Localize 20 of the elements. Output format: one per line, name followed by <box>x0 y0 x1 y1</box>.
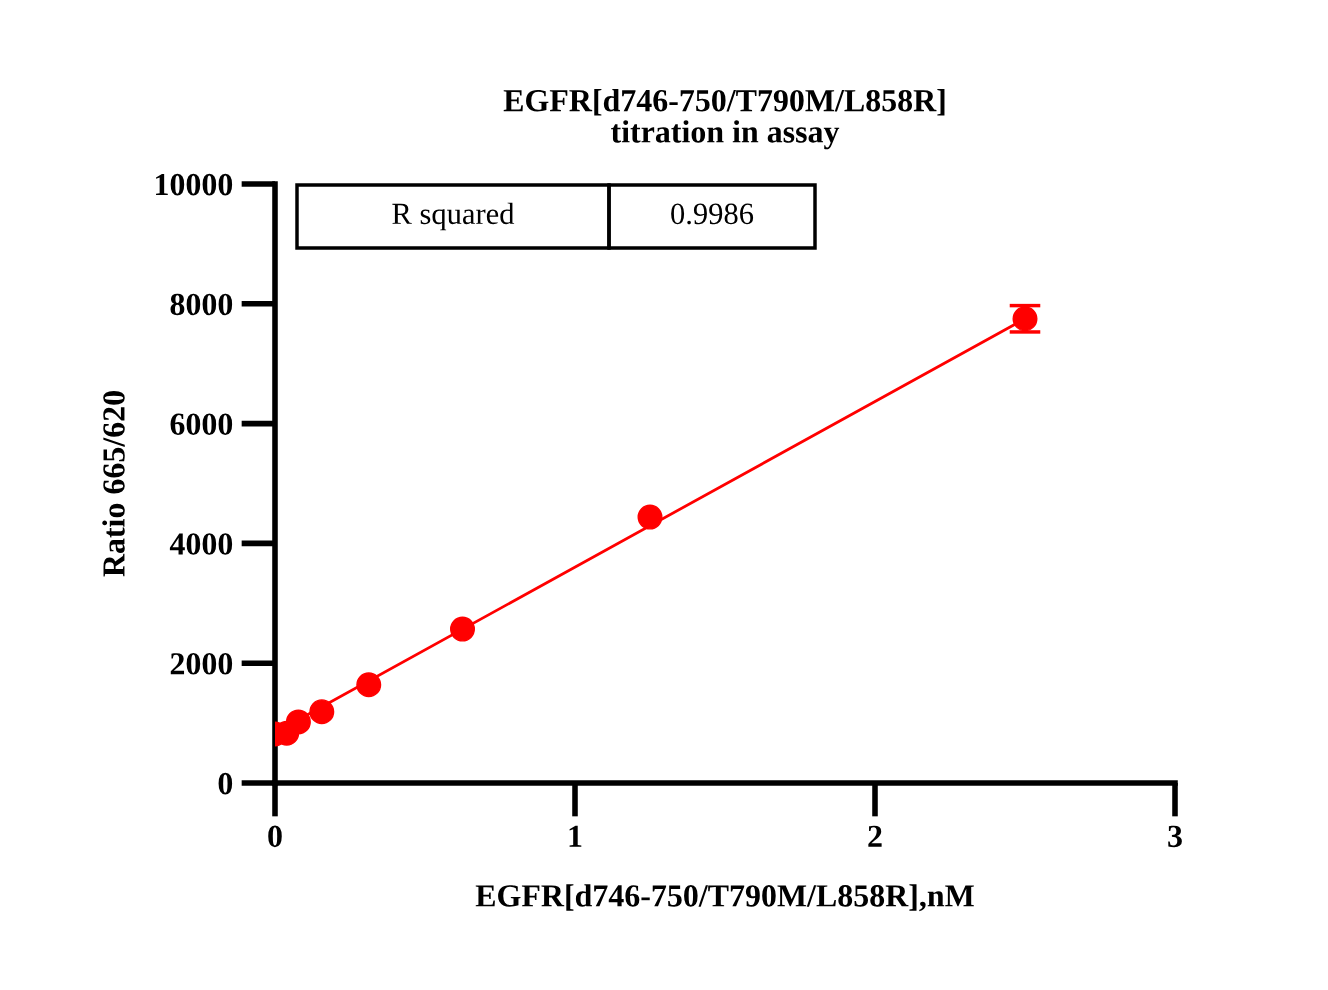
annotation: R squared <box>392 202 515 231</box>
x-tick-label: 2 <box>868 825 882 847</box>
annotation: 0.9986 <box>671 203 754 225</box>
x-tick-label: 1 <box>569 825 582 847</box>
y-tick-label: 2000 <box>170 653 233 675</box>
x-tick-label: 3 <box>1168 825 1182 848</box>
point <box>356 672 382 698</box>
x-axis-title: EGFR[d746-750/T790M/L858R],nM <box>475 884 974 912</box>
y-tick-label: 4000 <box>169 533 233 555</box>
point <box>637 504 663 530</box>
point <box>285 709 311 735</box>
point <box>309 699 335 725</box>
y-tick-label: 8000 <box>170 293 233 316</box>
x-tick-label: 0 <box>268 825 282 848</box>
point <box>449 616 476 642</box>
chart-title: EGFR[d746-750/T790M/L858R] titration in assay <box>503 88 945 150</box>
y-tick-label: 0 <box>218 772 233 795</box>
y-axis-title: Ratio 665/620 <box>102 391 125 577</box>
y-tick-label: 6000 <box>170 413 233 435</box>
y-tick-label: 10000 <box>156 173 233 196</box>
